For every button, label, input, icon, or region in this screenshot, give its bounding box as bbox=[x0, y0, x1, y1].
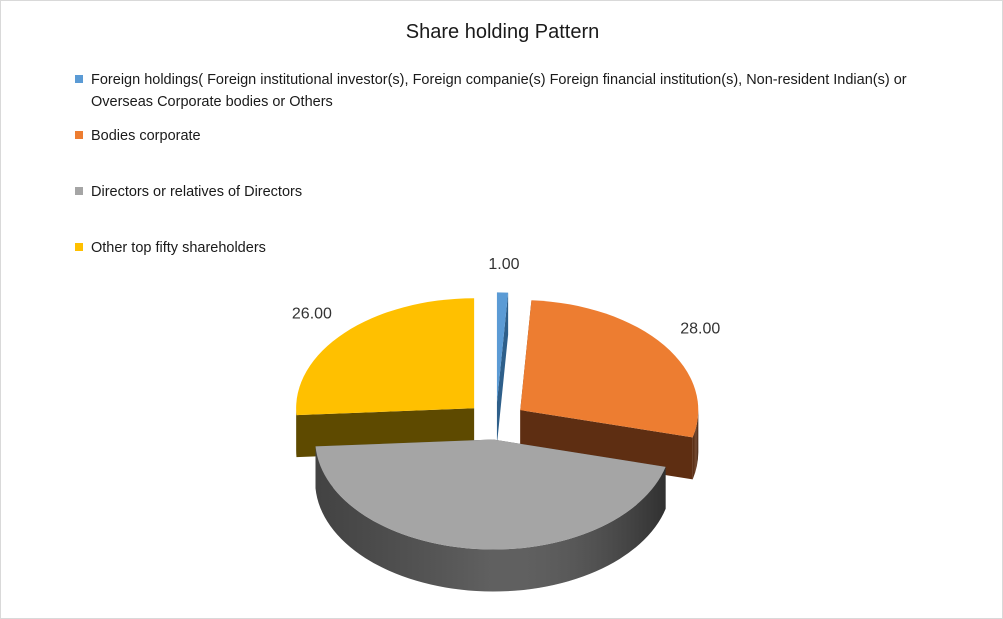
legend-item-other-top-fifty: Other top fifty shareholders bbox=[75, 237, 266, 259]
pie-slice-directors-or-relatives-of-dire bbox=[315, 439, 666, 550]
legend-swatch bbox=[75, 75, 83, 83]
legend-item-bodies-corporate: Bodies corporate bbox=[75, 125, 201, 147]
legend-label: Directors or relatives of Directors bbox=[91, 184, 303, 200]
pie-side-foreign-holdings-foreign-insti-end bbox=[496, 292, 509, 445]
data-label-foreign-holdings-foreign-insti: 1.00 bbox=[488, 256, 519, 273]
legend-swatch bbox=[75, 187, 83, 195]
legend-swatch bbox=[75, 243, 83, 251]
chart-title: Share holding Pattern bbox=[405, 21, 600, 43]
legend-swatch bbox=[75, 131, 83, 139]
legend-label: Foreign holdings( Foreign institutional … bbox=[91, 72, 907, 110]
pie-slice-foreign-holdings-foreign-insti bbox=[496, 292, 509, 403]
pie-rim-shade-directors-or-relatives-of-dire bbox=[315, 446, 666, 592]
data-label-bodies-corporate: 28.00 bbox=[680, 320, 720, 337]
legend-item-directors: Directors or relatives of Directors bbox=[75, 181, 302, 203]
pie-slice-other-top-fifty-shareholders bbox=[296, 298, 475, 416]
pie-side-bodies-corporate-end bbox=[520, 410, 693, 480]
legend-item-foreign-holdings: Foreign holdings( Foreign institutional … bbox=[75, 69, 955, 113]
data-label-other-top-fifty-shareholders: 26.00 bbox=[292, 305, 332, 322]
legend-label: Other top fifty shareholders bbox=[91, 240, 266, 256]
legend-label: Bodies corporate bbox=[91, 128, 201, 144]
pie-slice-bodies-corporate bbox=[520, 300, 699, 438]
pie-rim-shade-bodies-corporate bbox=[692, 410, 699, 480]
